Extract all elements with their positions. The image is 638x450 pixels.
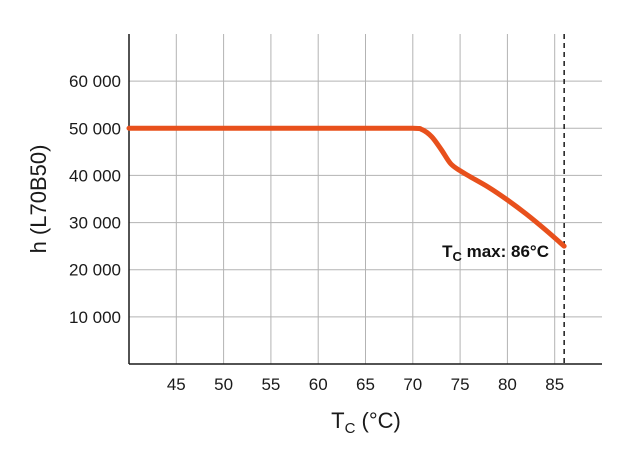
x-tick-label: 65 bbox=[356, 375, 375, 394]
y-tick-label: 40 000 bbox=[69, 166, 121, 185]
x-tick-label: 80 bbox=[498, 375, 517, 394]
y-tick-label: 10 000 bbox=[69, 308, 121, 327]
series bbox=[126, 125, 567, 249]
y-axis-title: h (L70B50) bbox=[26, 145, 51, 254]
x-tick-label: 75 bbox=[451, 375, 470, 394]
axes bbox=[128, 34, 602, 365]
lifetime-series-line bbox=[126, 125, 567, 249]
x-tick-label: 55 bbox=[261, 375, 280, 394]
x-axis-title: TC (°C) bbox=[331, 408, 401, 437]
tick-labels: 45 50 55 60 65 70 75 80 85 10 000 20 000 30 000 40 0… bbox=[69, 72, 564, 394]
tc-max-annotation: TC max: 86°C bbox=[442, 242, 549, 264]
tc-max-annotation-prefix: T bbox=[442, 242, 453, 261]
x-tick-label: 50 bbox=[214, 375, 233, 394]
y-tick-label: 60 000 bbox=[69, 72, 121, 91]
x-tick-label: 60 bbox=[309, 375, 328, 394]
grid bbox=[129, 34, 602, 364]
tc-max-annotation-text: max: 86°C bbox=[462, 242, 549, 261]
x-tick-label: 85 bbox=[545, 375, 564, 394]
y-tick-label: 20 000 bbox=[69, 261, 121, 280]
y-tick-label: 30 000 bbox=[69, 214, 121, 233]
x-axis-title-main: T bbox=[331, 408, 344, 433]
y-tick-label: 50 000 bbox=[69, 119, 121, 138]
x-axis-title-subscript: C bbox=[345, 420, 356, 437]
x-tick-label: 45 bbox=[167, 375, 186, 394]
x-tick-label: 70 bbox=[403, 375, 422, 394]
tc-max-annotation-subscript: C bbox=[452, 249, 462, 264]
x-axis-title-unit: (°C) bbox=[355, 408, 400, 433]
